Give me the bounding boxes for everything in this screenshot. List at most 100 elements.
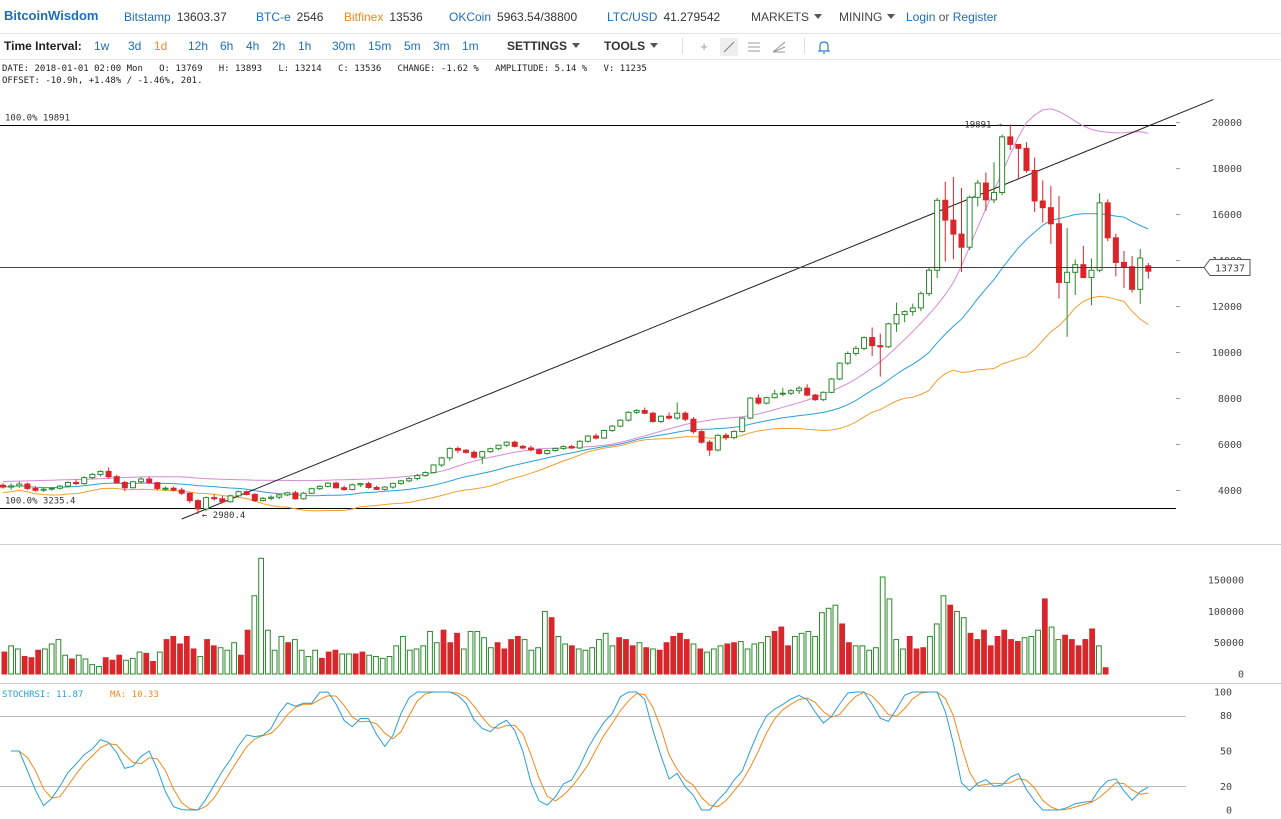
candle-body <box>836 362 843 380</box>
volume-tick-label: 100000 <box>1208 607 1244 618</box>
mining-menu-label: MINING <box>839 10 883 24</box>
volume-bar <box>893 639 900 675</box>
settings-menu[interactable]: SETTINGS <box>507 39 581 53</box>
candle-body <box>357 483 364 486</box>
volume-bar <box>818 612 825 675</box>
ma-legend: MA: 10.33 <box>110 690 159 700</box>
candle-body <box>162 487 169 490</box>
volume-bar <box>1041 598 1048 675</box>
volume-bar <box>866 649 873 675</box>
volume-bar <box>1008 639 1014 675</box>
volume-bar <box>487 647 494 675</box>
candle-body <box>926 269 933 295</box>
interval-3m[interactable]: 3m <box>433 39 450 53</box>
candle-body <box>820 391 827 401</box>
candle-body <box>89 473 96 479</box>
interval-2h[interactable]: 2h <box>272 39 286 53</box>
volume-bar <box>123 659 129 675</box>
candle-body <box>666 415 673 419</box>
fibonacci-icon[interactable] <box>745 38 763 56</box>
exchange-price: 5963.54/38800 <box>497 10 578 24</box>
exchange-ticker[interactable]: OKCoin 5963.54/38800 <box>449 10 577 24</box>
volume-bar <box>791 635 798 675</box>
interval-1m[interactable]: 1m <box>462 39 479 53</box>
volume-bar <box>758 642 764 675</box>
volume-bar <box>710 648 717 675</box>
tools-menu[interactable]: TOOLS <box>604 39 659 53</box>
interval-30m[interactable]: 30m <box>332 39 356 53</box>
volume-bar <box>1021 637 1028 675</box>
exchange-name: BTC-e <box>256 10 291 24</box>
volume-bar <box>670 635 677 675</box>
candle-body <box>113 476 120 483</box>
exchange-ticker[interactable]: BTC-e 2546 <box>256 10 323 24</box>
candle-body <box>576 440 583 449</box>
chevron-down-icon <box>814 14 823 19</box>
interval-1w[interactable]: 1w <box>94 39 110 53</box>
candle-body <box>365 483 372 489</box>
brand-logo[interactable]: BitcoinWisdom <box>4 8 99 23</box>
candle-body <box>389 482 396 488</box>
candle-body <box>974 182 981 198</box>
exchange-ticker[interactable]: Bitstamp 13603.37 <box>124 10 227 24</box>
y-tick-label: 6000 <box>1218 440 1242 451</box>
candle-body <box>495 444 502 450</box>
current-price-badge <box>1203 259 1251 276</box>
interval-15m[interactable]: 15m <box>368 39 392 53</box>
volume-bar <box>1028 635 1035 675</box>
exchange-ticker[interactable]: Bitfinex 13536 <box>344 10 423 24</box>
volume-bar <box>987 645 994 675</box>
fib-level-label: 100.0% 3235.4 <box>5 497 75 507</box>
chevron-down-icon <box>887 14 896 19</box>
volume-bar <box>737 640 744 675</box>
candle-body <box>1007 136 1014 145</box>
login-link[interactable]: Login <box>906 10 936 24</box>
candle-body <box>471 451 478 458</box>
fan-icon[interactable] <box>770 38 788 56</box>
volume-bar <box>683 639 690 675</box>
volume-bar <box>109 659 116 675</box>
volume-bar <box>927 635 933 675</box>
candle-body <box>1055 223 1062 283</box>
volume-bar <box>224 649 231 675</box>
bell-icon[interactable] <box>815 38 833 56</box>
volume-bar <box>920 647 927 675</box>
candle-body <box>747 397 754 419</box>
volume-bar <box>886 598 893 675</box>
exchange-ticker[interactable]: LTC/USD 41.279542 <box>607 10 720 24</box>
exchange-price: 2546 <box>296 10 324 24</box>
interval-4h[interactable]: 4h <box>246 39 260 53</box>
interval-5m[interactable]: 5m <box>404 39 421 53</box>
volume-bar <box>1055 639 1062 675</box>
candle-body <box>463 449 470 453</box>
candle-body <box>1120 261 1127 268</box>
offset-info: OFFSET: -10.9h, +1.48% / -1.46%, 201. <box>2 76 203 86</box>
candle-body <box>828 378 835 393</box>
crosshair-icon[interactable]: + <box>700 39 708 54</box>
candle-body <box>999 136 1006 193</box>
candle-body <box>852 347 859 354</box>
volume-bar <box>1014 640 1021 675</box>
candle-body <box>1072 264 1079 273</box>
time-interval-label: Time Interval: <box>4 39 82 53</box>
volume-bar <box>251 595 258 675</box>
mining-menu[interactable]: MINING <box>839 10 896 24</box>
volume-bar <box>508 639 514 675</box>
interval-3d[interactable]: 3d <box>128 39 142 53</box>
candle-body <box>592 435 599 439</box>
candle-body <box>1112 237 1119 263</box>
volume-bar <box>629 645 636 675</box>
volume-bar <box>535 647 541 675</box>
markets-menu[interactable]: MARKETS <box>751 10 823 24</box>
interval-1d[interactable]: 1d <box>154 39 168 53</box>
volume-bar <box>704 651 710 675</box>
interval-1h[interactable]: 1h <box>298 39 312 53</box>
interval-6h[interactable]: 6h <box>220 39 234 53</box>
exchange-name: OKCoin <box>449 10 492 24</box>
interval-12h[interactable]: 12h <box>188 39 209 53</box>
volume-bar <box>933 623 940 675</box>
register-link[interactable]: Register <box>952 10 998 24</box>
candle-body <box>186 492 193 502</box>
trendline-icon[interactable] <box>720 38 738 56</box>
